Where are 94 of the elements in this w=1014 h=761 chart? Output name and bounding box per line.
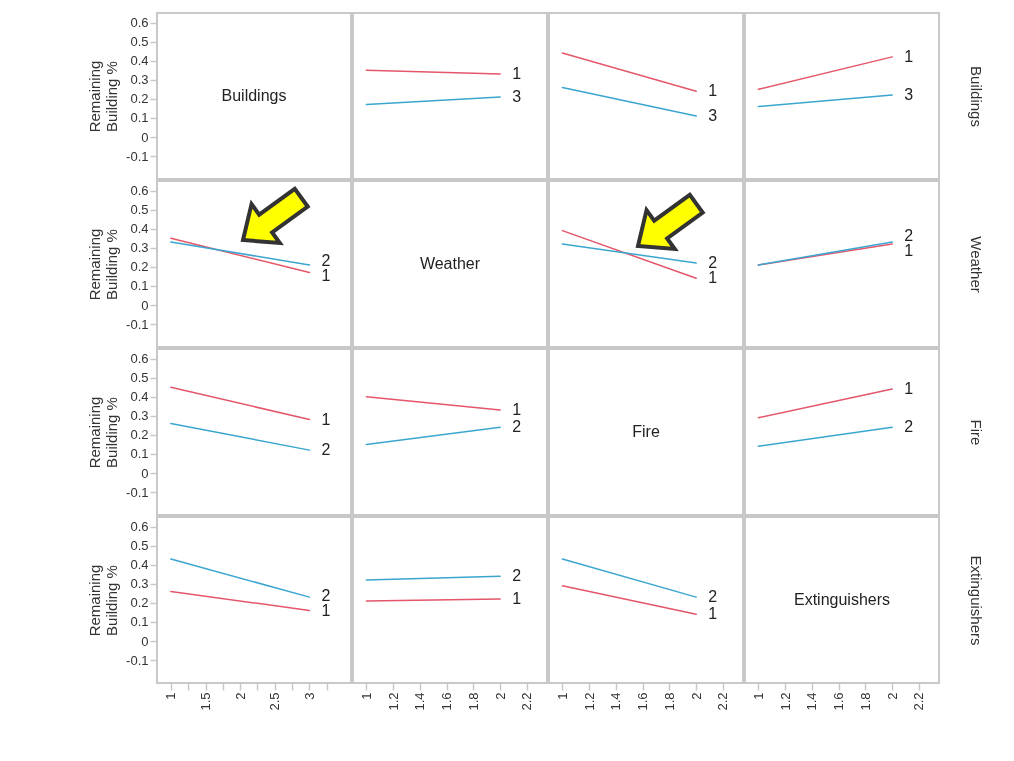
y-tick-label: 0 xyxy=(141,633,149,649)
annotation: Buildings xyxy=(221,87,287,104)
annotation: Extinguishers xyxy=(793,591,891,608)
y-tick-label: 0.3 xyxy=(130,240,149,256)
x-tick-label: 1.2 xyxy=(581,692,597,711)
x-tick-label: 2.2 xyxy=(715,692,731,711)
y-tick-label: 0.3 xyxy=(130,72,149,88)
y-axis-title: Remaining Building % xyxy=(86,564,121,637)
x-tick-label: 1 xyxy=(163,692,179,700)
y2-axis-title: Weather xyxy=(967,236,985,293)
series-label: 1 xyxy=(321,410,331,428)
series-label: 2 xyxy=(904,418,914,436)
series-label: 2 xyxy=(708,588,718,606)
y-tick-label: 0.4 xyxy=(130,53,149,69)
y-tick-label: -0.1 xyxy=(126,316,149,332)
y-tick-label: 0.4 xyxy=(130,221,149,237)
x-tick-label: 1.6 xyxy=(831,692,847,711)
y-tick-label: 0.4 xyxy=(130,557,149,573)
y-tick-label: 0.4 xyxy=(130,389,149,405)
y-tick-label: 0.2 xyxy=(130,259,149,275)
y-tick-label: 0.1 xyxy=(130,278,149,294)
y-tick-label: 0.2 xyxy=(130,427,149,443)
series-label: 2 xyxy=(904,226,914,244)
y-tick-label: 0.6 xyxy=(130,519,149,535)
y-tick-label: 0.1 xyxy=(130,614,149,630)
series-label: 2 xyxy=(321,441,331,459)
x-tick-label: 2.2 xyxy=(519,692,535,711)
x-tick-label: 1.8 xyxy=(857,692,873,711)
y-tick-label: 0.2 xyxy=(130,595,149,611)
y-tick-label: -0.1 xyxy=(126,652,149,668)
y-tick-label: 0.5 xyxy=(130,202,149,218)
y-tick-label: 0.6 xyxy=(130,183,149,199)
x-tick-label: 1.5 xyxy=(198,692,213,711)
series-label: 1 xyxy=(321,602,331,620)
y-axis-title: Remaining Building % xyxy=(86,396,121,469)
x-tick-label: 2 xyxy=(492,692,508,700)
series-label: 2 xyxy=(708,254,718,272)
x-tick-label: 1.6 xyxy=(439,692,455,711)
y-tick-label: 0.1 xyxy=(130,446,149,462)
x-tick-label: 1.8 xyxy=(465,692,481,711)
y-tick-label: 0.5 xyxy=(130,370,149,386)
y-tick-label: 0.5 xyxy=(130,34,149,50)
x-tick-label: 1.4 xyxy=(804,692,820,711)
y2-axis-title: Fire xyxy=(967,419,985,446)
series-label: 1 xyxy=(512,590,522,608)
series-label: 2 xyxy=(512,418,522,436)
series-label: 1 xyxy=(321,267,331,285)
series-label: 2 xyxy=(321,587,331,605)
x-tick-label: 1 xyxy=(750,692,766,700)
text: Weather xyxy=(419,255,481,272)
y-tick-label: -0.1 xyxy=(126,484,149,500)
x-tick-label: 3 xyxy=(301,692,317,700)
x-tick-label: 1.2 xyxy=(385,692,401,711)
y-axis-title: Remaining Building % xyxy=(86,228,121,301)
x-tick-label: 1.2 xyxy=(777,692,793,711)
series-label: 2 xyxy=(321,252,331,270)
y-tick-label: 0.6 xyxy=(130,351,149,367)
y2-axis-title: Extinguishers xyxy=(967,555,985,646)
series-label: 3 xyxy=(512,87,522,105)
x-tick-label: 1.8 xyxy=(661,692,677,711)
series-label: 1 xyxy=(708,82,718,100)
x-tick-label: 2 xyxy=(232,692,248,700)
x-tick-label: 1 xyxy=(358,692,374,700)
series-label: 1 xyxy=(708,605,718,623)
y-tick-label: 0.1 xyxy=(130,110,149,126)
y-tick-label: 0 xyxy=(141,297,149,313)
series-label: 2 xyxy=(512,567,522,585)
y-tick-label: 0.2 xyxy=(130,91,149,107)
series-label: 3 xyxy=(904,86,914,104)
text: Fire xyxy=(632,423,660,440)
series-label: 1 xyxy=(904,241,914,259)
y-tick-label: 0.3 xyxy=(130,576,149,592)
series-label: 1 xyxy=(904,47,914,65)
x-tick-label: 2 xyxy=(884,692,900,700)
x-tick-label: 1 xyxy=(554,692,570,700)
y-tick-label: 0.6 xyxy=(130,15,149,31)
series-label: 1 xyxy=(512,65,522,83)
y-tick-label: 0 xyxy=(141,129,149,145)
x-tick-label: 2.2 xyxy=(911,692,927,711)
y-tick-label: -0.1 xyxy=(126,148,149,164)
x-tick-label: 2 xyxy=(688,692,704,700)
series-label: 1 xyxy=(708,269,718,287)
y2-axis-title: Buildings xyxy=(967,66,985,127)
x-tick-label: 1.4 xyxy=(412,692,428,711)
y-tick-label: 0.3 xyxy=(130,408,149,424)
y-axis-title: Remaining Building % xyxy=(86,60,121,133)
x-tick-label: 1.4 xyxy=(608,692,624,711)
y-tick-label: 0.5 xyxy=(130,538,149,554)
series-label: 1 xyxy=(512,401,522,419)
x-tick-label: 1.6 xyxy=(635,692,651,711)
series-label: 3 xyxy=(708,107,718,125)
x-tick-label: 2.5 xyxy=(267,692,283,711)
y-tick-label: 0 xyxy=(141,465,149,481)
series-label: 1 xyxy=(904,380,914,398)
